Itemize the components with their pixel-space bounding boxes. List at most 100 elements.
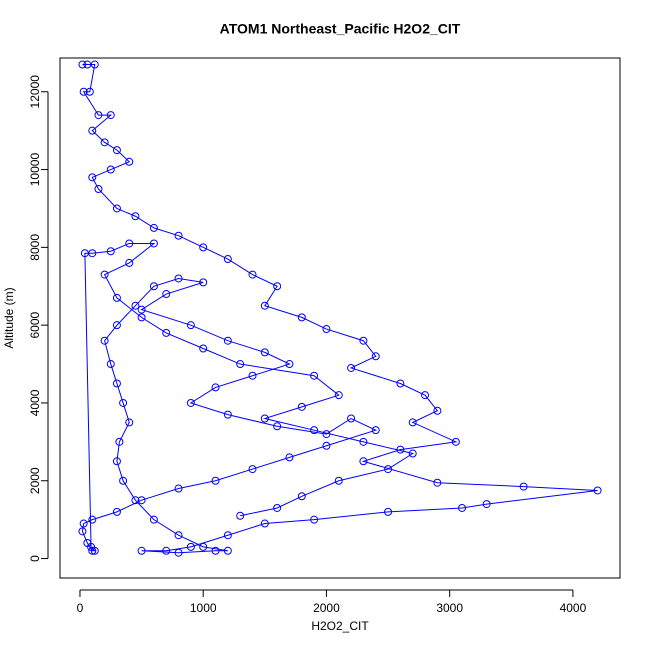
data-point (137, 313, 146, 322)
data-point (199, 542, 208, 551)
data-point (371, 426, 380, 435)
series-line (81, 64, 598, 554)
data-point (297, 402, 306, 411)
data-point (433, 406, 442, 415)
x-tick-label: 4000 (560, 601, 587, 615)
data-point (199, 278, 208, 287)
data-point (78, 60, 87, 69)
data-point (421, 391, 430, 400)
data-point (236, 360, 245, 369)
y-tick-label: 10000 (28, 153, 42, 187)
data-point (79, 519, 88, 528)
data-point (223, 255, 232, 264)
data-point (174, 484, 183, 493)
data-point (174, 231, 183, 240)
data-point (100, 138, 109, 147)
data-point (248, 371, 257, 380)
data-point (106, 165, 115, 174)
data-point (137, 305, 146, 314)
data-point (211, 383, 220, 392)
y-tick-label: 4000 (28, 389, 42, 416)
data-point (78, 527, 87, 536)
y-tick-label: 0 (28, 555, 42, 562)
data-point (211, 476, 220, 485)
data-point (125, 258, 134, 267)
x-tick-label: 3000 (436, 601, 463, 615)
x-axis-label: H2O2_CIT (311, 619, 369, 633)
data-point (88, 126, 97, 135)
data-point (297, 313, 306, 322)
data-point (273, 282, 282, 291)
data-point (451, 437, 460, 446)
x-tick-label: 1000 (190, 601, 217, 615)
data-point (186, 321, 195, 330)
data-point (199, 243, 208, 252)
data-point (100, 336, 109, 345)
data-point (384, 465, 393, 474)
data-point (322, 325, 331, 334)
data-point (137, 546, 146, 555)
data-point (359, 336, 368, 345)
data-point (149, 223, 158, 232)
data-point (260, 301, 269, 310)
data-point (125, 157, 134, 166)
data-point (297, 492, 306, 501)
data-point (482, 500, 491, 509)
data-point (119, 398, 128, 407)
data-point (88, 249, 97, 258)
data-point (149, 239, 158, 248)
data-point (199, 344, 208, 353)
data-point (174, 531, 183, 540)
data-point (106, 360, 115, 369)
data-point (310, 515, 319, 524)
data-point (112, 146, 121, 155)
data-point (334, 391, 343, 400)
data-point (211, 546, 220, 555)
data-point (186, 542, 195, 551)
data-point (119, 476, 128, 485)
data-point (260, 414, 269, 423)
data-point (90, 60, 99, 69)
data-point (285, 360, 294, 369)
data-point (248, 270, 257, 279)
data-point (125, 239, 134, 248)
data-point (310, 426, 319, 435)
data-point (322, 441, 331, 450)
data-point (174, 274, 183, 283)
data-point (112, 293, 121, 302)
y-axis-label: Altitude (m) (2, 287, 16, 348)
data-point (334, 476, 343, 485)
data-point (94, 111, 103, 120)
data-point (112, 204, 121, 213)
x-tick-label: 2000 (313, 601, 340, 615)
y-tick-label: 12000 (28, 75, 42, 109)
data-point (359, 457, 368, 466)
data-point (137, 496, 146, 505)
plot-box (59, 57, 621, 579)
data-point (458, 503, 467, 512)
data-point (88, 173, 97, 182)
data-point (285, 453, 294, 462)
data-point (131, 496, 140, 505)
data-point (384, 507, 393, 516)
data-point (100, 270, 109, 279)
data-point (519, 482, 528, 491)
data-point (88, 546, 97, 555)
data-point (273, 422, 282, 431)
data-point (162, 328, 171, 337)
data-point (149, 515, 158, 524)
data-point (115, 437, 124, 446)
data-point (223, 546, 232, 555)
data-point (236, 511, 245, 520)
data-point (310, 371, 319, 380)
data-point (162, 546, 171, 555)
data-point (396, 379, 405, 388)
y-tick-label: 2000 (28, 467, 42, 494)
data-point (273, 503, 282, 512)
y-tick-label: 8000 (28, 234, 42, 261)
data-point (174, 548, 183, 557)
data-point (112, 321, 121, 330)
data-point (88, 515, 97, 524)
